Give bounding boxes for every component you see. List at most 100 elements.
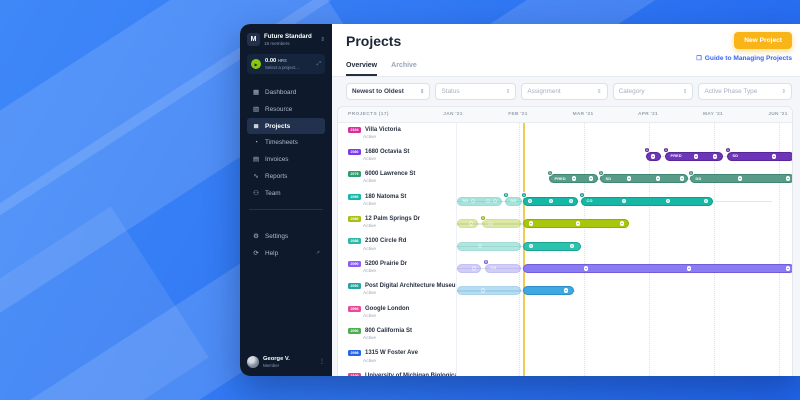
phase-count-badge[interactable]: 1 — [725, 147, 731, 154]
milestone-dot[interactable] — [621, 198, 627, 204]
phase-count-badge[interactable]: 1 — [579, 192, 585, 199]
milestone-dot[interactable] — [548, 198, 554, 204]
milestone-dot[interactable] — [588, 176, 594, 182]
milestone-dot[interactable] — [693, 154, 699, 159]
sidebar-item-timesheets[interactable]: ◔ Timesheets — [247, 135, 325, 150]
filter-dropdown-newest-to-oldest[interactable]: Newest to Oldest ⇕ — [346, 83, 431, 100]
phase-bar[interactable] — [523, 241, 581, 251]
phase-bar[interactable]: SD — [727, 151, 792, 161]
phase-count-badge[interactable]: 0 — [503, 192, 509, 199]
project-name: 5200 Prairie Dr — [365, 260, 408, 267]
phase-bar[interactable] — [457, 263, 481, 273]
phase-count-badge[interactable]: 1 — [644, 147, 650, 154]
phase-bar[interactable]: SD — [600, 174, 688, 184]
phase-bar[interactable] — [457, 286, 521, 296]
project-row[interactable]: 2092 Post Digital Architecture Museum Acti… — [338, 280, 456, 302]
project-row[interactable]: 2086 12 Palm Springs Dr Active — [338, 213, 456, 235]
milestone-dot[interactable] — [703, 198, 709, 204]
milestone-dot[interactable] — [686, 266, 692, 271]
milestone-dot[interactable] — [485, 198, 491, 204]
timer-expand-icon[interactable]: ⤢ — [316, 60, 321, 67]
project-row[interactable]: 2085 180 Natoma St Active — [338, 190, 456, 212]
new-project-button[interactable]: New Project — [734, 32, 792, 49]
milestone-dot[interactable] — [571, 176, 577, 182]
project-row[interactable]: 2098 1315 W Foster Ave Active — [338, 347, 456, 369]
sidebar-item-dashboard[interactable]: ▦ Dashboard — [247, 84, 325, 100]
phase-count-badge[interactable]: 1 — [598, 169, 604, 176]
project-row[interactable]: 2090 5200 Prairie Dr Active — [338, 257, 456, 279]
milestone-dot[interactable] — [563, 288, 569, 294]
timer-play-icon[interactable]: ▶ — [251, 59, 261, 70]
phase-bar[interactable]: CO — [581, 196, 713, 206]
project-row[interactable]: 2104 Villa Victoria Active — [338, 123, 456, 145]
milestone-dot[interactable] — [679, 176, 685, 182]
milestone-dot[interactable] — [785, 266, 791, 271]
milestone-dot[interactable] — [470, 198, 476, 204]
filter-dropdown-assignment[interactable]: Assignment ⇕ — [521, 83, 608, 100]
milestone-dot[interactable] — [785, 176, 791, 182]
sidebar-item-help[interactable]: ⟳ Help ↗ — [247, 245, 325, 261]
user-menu-icon[interactable]: ⋮ — [319, 359, 325, 366]
project-row[interactable]: 2100 University of Michigan Biological La… — [338, 369, 456, 376]
month-label: FEB '21 — [508, 111, 528, 117]
milestone-dot[interactable] — [468, 221, 474, 226]
sidebar-item-reports[interactable]: ∿ Reports — [247, 168, 325, 184]
sidebar-item-projects[interactable]: ≣ Projects — [247, 118, 325, 135]
user-menu[interactable]: George V. Member ⋮ — [247, 350, 325, 368]
phase-bar[interactable]: CA — [485, 263, 521, 273]
project-row-main: 2104 Villa Victoria — [348, 126, 456, 133]
milestone-dot[interactable] — [569, 243, 575, 249]
sidebar-item-settings[interactable]: ⚙ Settings — [247, 228, 325, 244]
milestone-dot[interactable] — [771, 154, 777, 159]
phase-count-badge[interactable]: 1 — [663, 147, 669, 154]
workspace-switcher[interactable]: M Future Standard 18 members ⇕ — [247, 33, 325, 46]
milestone-dot[interactable] — [528, 243, 534, 249]
milestone-dot[interactable] — [665, 198, 671, 204]
milestone-dot[interactable] — [650, 154, 656, 159]
phase-bar[interactable] — [457, 219, 478, 229]
project-row[interactable]: 2096 800 California St Active — [338, 325, 456, 347]
timer-hours: 0.00 — [265, 58, 277, 64]
phase-bar[interactable]: SD — [457, 196, 502, 206]
phase-count-badge[interactable]: 1 — [547, 169, 553, 176]
tab-overview[interactable]: Overview — [346, 62, 378, 76]
guide-link[interactable]: ❐ Guide to Managing Projects — [696, 55, 792, 62]
milestone-dot[interactable] — [737, 176, 743, 182]
milestone-dot[interactable] — [619, 221, 625, 226]
tab-archive[interactable]: Archive — [391, 62, 417, 69]
project-name: Google London — [365, 305, 410, 312]
project-row[interactable]: 2094 Google London Active — [338, 302, 456, 324]
milestone-dot[interactable] — [575, 221, 581, 226]
milestone-dot[interactable] — [626, 176, 632, 182]
project-row[interactable]: 2080 1680 Octavia St Active — [338, 145, 456, 167]
sidebar-item-invoices[interactable]: ▤ Invoices — [247, 151, 325, 167]
phase-bar[interactable] — [523, 286, 574, 296]
phase-count-badge[interactable]: 0 — [480, 214, 486, 221]
filter-dropdown-category[interactable]: Category ⇕ — [612, 83, 694, 100]
milestone-dot[interactable] — [492, 198, 498, 204]
sidebar-item-resource[interactable]: ▧ Resource — [247, 101, 325, 117]
milestone-dot[interactable] — [583, 266, 589, 271]
milestone-dot[interactable] — [471, 266, 477, 271]
sidebar-item-team[interactable]: ⚇ Team — [247, 185, 325, 201]
phase-count-badge[interactable]: 0 — [483, 259, 489, 266]
project-row[interactable]: 2088 2100 Circle Rd Active — [338, 235, 456, 257]
milestone-dot[interactable] — [568, 198, 574, 204]
phase-bar[interactable]: CO — [482, 219, 521, 229]
milestone-dot[interactable] — [480, 288, 486, 294]
milestone-dot[interactable] — [477, 243, 483, 249]
milestone-dot[interactable] — [528, 221, 534, 226]
phase-bar[interactable] — [457, 241, 521, 251]
milestone-dot[interactable] — [527, 198, 533, 204]
phase-count-badge[interactable]: 1 — [688, 169, 694, 176]
phase-bar[interactable] — [523, 263, 792, 273]
workspace-caret-icon[interactable]: ⇕ — [320, 36, 325, 43]
timer-widget[interactable]: ▶ 0.00 HRS Select a project... ⤢ — [247, 54, 325, 75]
milestone-dot[interactable] — [655, 176, 661, 182]
phase-bar[interactable]: DD — [505, 196, 522, 206]
filter-dropdown-status[interactable]: Status ⇕ — [435, 83, 517, 100]
phase-count-badge[interactable]: 1 — [521, 192, 527, 199]
project-row[interactable]: 2079 6000 Lawrence St Active — [338, 168, 456, 190]
filter-dropdown-active-phase-type[interactable]: Active Phase Type ⇕ — [698, 83, 792, 100]
milestone-dot[interactable] — [712, 154, 718, 159]
